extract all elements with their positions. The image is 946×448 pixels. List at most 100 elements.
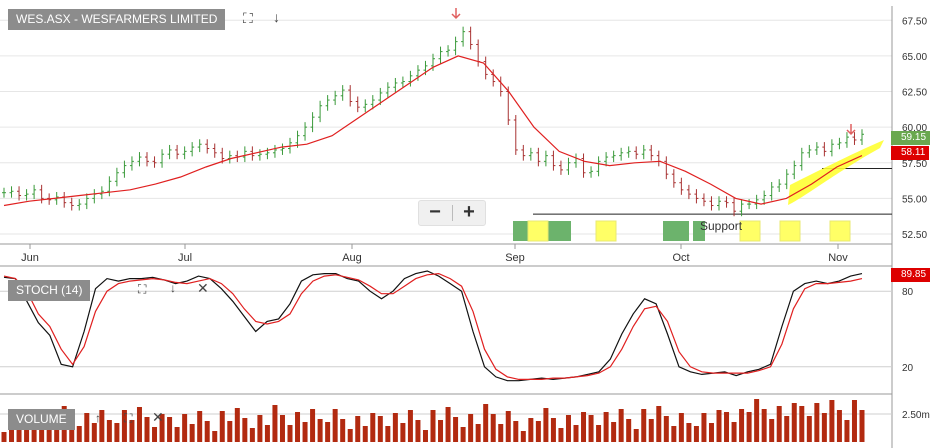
volume-bar [129,420,135,442]
x-tick-label: Jun [21,252,39,264]
volume-bar [716,410,722,442]
volume-bar [791,403,797,442]
download-icon[interactable]: ↓ [273,9,280,25]
close-icon[interactable]: ✕ [152,409,164,425]
volume-bar [167,417,173,442]
volume-bar [234,408,240,442]
volume-bar [528,418,534,442]
volume-bar [784,416,790,442]
zoom-out-button[interactable]: − [429,201,441,223]
volume-bar [31,419,37,442]
volume-bar [581,412,587,442]
volume-bar [836,410,842,442]
volume-bar [761,409,767,442]
volume-bar [16,422,22,442]
signal-box-green [693,221,705,241]
volume-bar [317,419,323,442]
expand-icon[interactable]: ⛶ [124,411,133,425]
highlight-region [788,140,884,205]
volume-bar [611,422,617,442]
volume-bar [445,407,451,442]
stoch-tick-label: 80 [902,287,914,298]
volume-bar [565,415,571,442]
volume-bar [814,403,820,442]
sell-signal-arrow [451,8,461,20]
volume-bar [242,418,248,442]
signal-box-green [675,221,689,241]
expand-icon[interactable]: ⛶ [243,10,253,26]
volume-bar [159,414,165,442]
y-tick-label: 67.50 [902,16,927,27]
volume-bar [603,412,609,442]
volume-bar [377,416,383,442]
volume-bar [754,399,760,442]
volume-bar [264,425,270,442]
volume-bar [708,423,714,442]
volume-bar [701,413,707,442]
volume-bar [340,419,346,442]
volume-bar [829,400,835,442]
y-tick-label: 55.00 [902,194,927,205]
volume-tick-label: 2.50m [902,410,930,421]
volume-bar [302,422,308,442]
volume-bar [799,406,805,442]
volume-bar [204,421,210,442]
signal-box-yellow [527,220,549,242]
volume-bar [678,413,684,442]
volume-bar [596,425,602,442]
volume-bar [535,421,541,442]
volume-bar [543,408,549,442]
volume-bar [648,419,654,442]
volume-bar [99,410,105,442]
volume-bar [295,412,301,442]
y-tick-label: 65.00 [902,52,927,63]
volume-bar [806,416,812,442]
volume-bar [513,421,519,442]
volume-bar [152,427,158,442]
volume-bar [287,425,293,442]
y-tick-label: 57.50 [902,159,927,170]
support-label: Support [700,219,743,233]
volume-bar [106,420,112,442]
volume-bar [174,427,180,442]
stoch-tick-label: 20 [902,363,914,374]
volume-bar [844,420,850,442]
volume-bar [362,426,368,442]
zoom-in-button[interactable]: + [463,201,475,223]
volume-bar [731,422,737,442]
y-tick-label: 62.50 [902,88,927,99]
volume-bar [114,423,120,442]
expand-icon[interactable]: ⛶ [138,282,147,296]
volume-bar [498,424,504,442]
volume-bar [453,417,459,442]
download-icon[interactable]: ↑ [95,411,101,425]
volume-bar [558,428,564,442]
volume-bar [392,413,398,442]
zoom-control: − + [418,200,486,226]
signal-box-yellow [779,220,801,242]
download-icon[interactable]: ↓ [170,281,176,295]
signal-box-yellow [595,220,617,242]
volume-bar [460,427,466,442]
volume-bar [84,413,90,442]
volume-bar [144,417,150,442]
stoch-k-line [3,270,863,382]
close-icon[interactable]: ✕ [197,280,209,296]
volume-bar [483,404,489,442]
volume-bar [468,414,474,442]
volume-bar [189,424,195,442]
volume-bar [407,410,413,442]
volume-bar [618,409,624,442]
volume-bar [136,407,142,442]
stoch-panel-title: STOCH (14) [8,280,91,301]
volume-bar [656,406,662,442]
volume-bar [219,411,225,442]
volume-bar [1,432,7,442]
x-tick-label: Aug [342,252,362,264]
volume-bar [641,409,647,442]
volume-bar [746,412,752,442]
volume-bar [76,426,82,442]
stoch-d-line [3,272,863,380]
volume-bar [776,406,782,442]
